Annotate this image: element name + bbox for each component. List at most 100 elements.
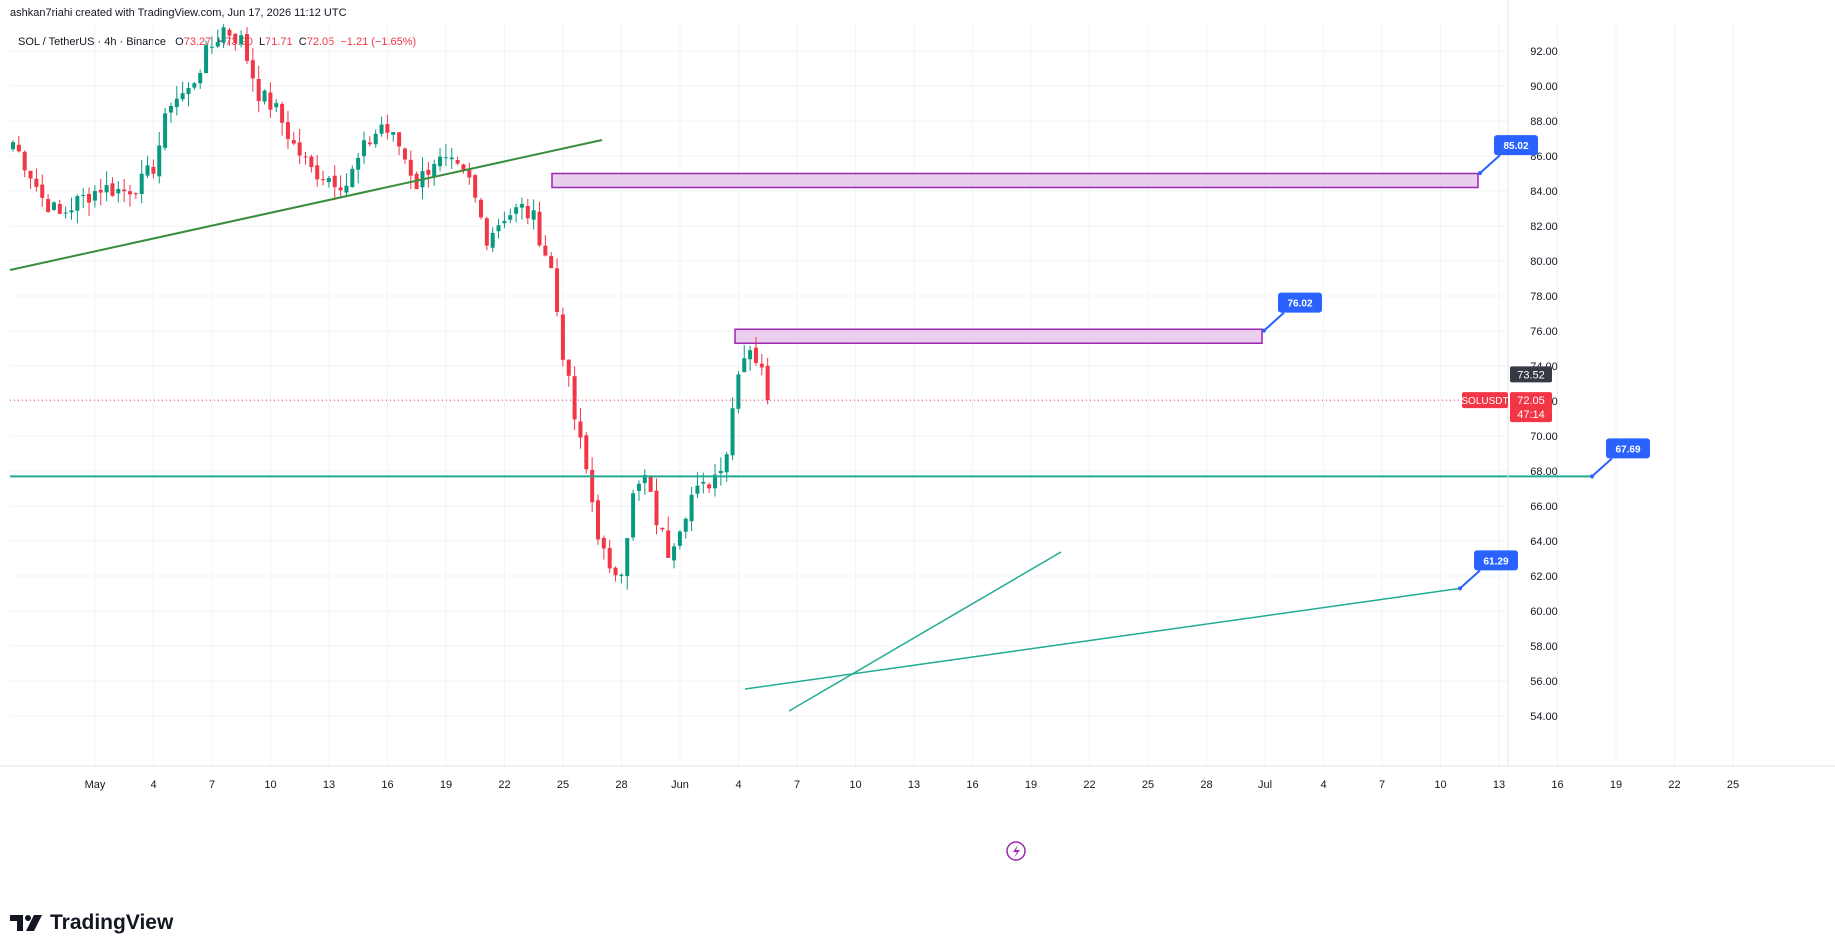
candle-body xyxy=(449,157,454,160)
price-badge[interactable] xyxy=(1474,550,1518,571)
candle-body xyxy=(291,140,296,144)
candle-body xyxy=(549,256,554,269)
candle-body xyxy=(590,469,595,503)
candle-body xyxy=(233,33,238,44)
candle-body xyxy=(391,131,396,135)
x-tick-label: 7 xyxy=(209,779,215,791)
y-tick-label: 64.00 xyxy=(1530,536,1558,548)
x-tick-label: Jul xyxy=(1258,779,1272,791)
candle-body xyxy=(239,35,244,45)
x-tick-label: 7 xyxy=(794,779,800,791)
close-label: C xyxy=(298,36,307,48)
y-tick-label: 54.00 xyxy=(1530,711,1558,723)
candle-body xyxy=(707,484,712,489)
x-tick-label: 4 xyxy=(150,779,156,791)
price-badges[interactable]: 85.02 76.02 67.69 61.29 xyxy=(1262,135,1650,591)
x-tick-label: 22 xyxy=(498,779,510,791)
open-value: 73.27 xyxy=(183,36,212,48)
candle-body xyxy=(578,421,583,438)
y-tick-label: 90.00 xyxy=(1530,81,1558,93)
x-tick-label: May xyxy=(85,779,106,791)
candle-body xyxy=(443,157,448,159)
candle-body xyxy=(701,481,706,484)
candle-body xyxy=(596,500,600,540)
badge-pointer xyxy=(1263,311,1285,332)
candle-body xyxy=(555,268,560,313)
candle-body xyxy=(759,363,764,368)
candle-body xyxy=(666,530,671,558)
candle-body xyxy=(69,210,74,213)
x-tick-label: 13 xyxy=(323,779,335,791)
symbol-name[interactable]: SOL / TetherUS · 4h · Binance xyxy=(18,36,166,48)
x-tick-label: 16 xyxy=(381,779,393,791)
candle-body xyxy=(46,199,51,212)
candle-body xyxy=(110,183,115,196)
candle-body xyxy=(128,191,132,195)
x-tick-label: 25 xyxy=(1142,779,1154,791)
candle-body xyxy=(560,314,565,360)
resistance-zone[interactable] xyxy=(551,172,1479,189)
x-tick-label: 22 xyxy=(1668,779,1680,791)
candle-body xyxy=(98,189,103,193)
symbol-tag xyxy=(1462,392,1508,409)
candle-body xyxy=(543,245,548,256)
price-badge-label: 61.29 xyxy=(1483,556,1508,567)
candle-body xyxy=(648,477,653,492)
price-badge-label: 85.02 xyxy=(1503,141,1528,152)
price-badge[interactable] xyxy=(1606,438,1650,459)
support-level-line[interactable] xyxy=(744,587,1461,690)
candle-body xyxy=(309,156,314,168)
candle-body xyxy=(326,177,331,183)
candle-body xyxy=(636,483,641,491)
zones[interactable] xyxy=(551,172,1479,344)
candle-body xyxy=(438,156,443,167)
candle-body xyxy=(525,205,530,219)
candle-body xyxy=(168,105,173,113)
badge-pointer xyxy=(1591,457,1613,478)
brand-name: TradingView xyxy=(50,911,174,934)
x-tick-label: 13 xyxy=(908,779,920,791)
candle-body xyxy=(315,165,320,180)
candle-body xyxy=(274,103,279,108)
grid xyxy=(10,22,1734,766)
price-badge-label: 67.69 xyxy=(1615,444,1640,455)
candle-body xyxy=(654,490,659,526)
candle-body xyxy=(432,163,437,178)
y-tick-label: 58.00 xyxy=(1530,641,1558,653)
candle-body xyxy=(280,104,285,123)
price-badge[interactable] xyxy=(1494,135,1538,156)
candle-body xyxy=(81,194,86,196)
tradingview-brand[interactable]: TradingView xyxy=(10,911,173,935)
symbol-legend[interactable]: SOL / TetherUS · 4h · Binance O73.27 H73… xyxy=(18,36,416,48)
candle-body xyxy=(63,212,68,214)
candle-body xyxy=(215,42,220,47)
drawings[interactable] xyxy=(9,139,1592,861)
x-tick-label: 28 xyxy=(1200,779,1212,791)
badge-anchor xyxy=(1262,328,1266,333)
lightning-icon[interactable] xyxy=(1006,841,1026,861)
badge-anchor xyxy=(1478,171,1482,176)
candle-body xyxy=(765,365,770,401)
candle-body xyxy=(87,194,92,203)
candle-body xyxy=(619,574,624,576)
candle-body xyxy=(566,359,571,376)
candle-body xyxy=(139,173,144,195)
secondary-price-label xyxy=(1510,366,1552,383)
y-tick-label: 70.00 xyxy=(1530,431,1558,443)
trendline-teal[interactable] xyxy=(788,551,1062,712)
low-label: L xyxy=(258,36,266,48)
candle-body xyxy=(718,470,723,474)
x-tick-label: Jun xyxy=(671,779,689,791)
price-badge[interactable] xyxy=(1278,292,1322,313)
candle-body xyxy=(34,178,39,187)
trendline-green[interactable] xyxy=(9,139,603,271)
candle-body xyxy=(163,113,168,148)
resistance-zone[interactable] xyxy=(734,328,1263,344)
candle-body xyxy=(502,220,507,224)
candle-body xyxy=(11,142,15,150)
y-tick-label: 60.00 xyxy=(1530,606,1558,618)
candle-body xyxy=(537,211,542,246)
candle-body xyxy=(344,185,349,193)
candle-body xyxy=(379,124,384,134)
